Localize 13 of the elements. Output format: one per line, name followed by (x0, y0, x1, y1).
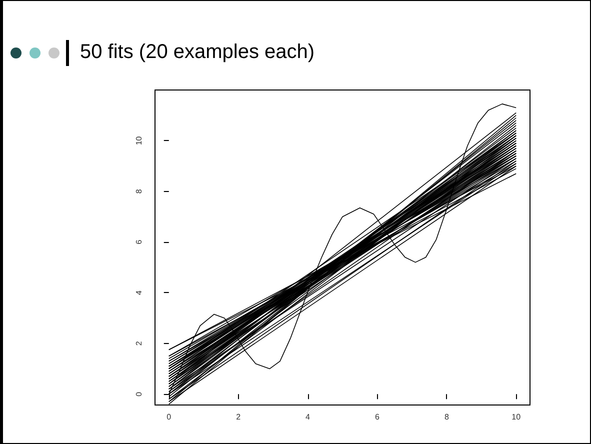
y-tick-label: 0 (134, 391, 144, 396)
chart-title: 50 fits (20 examples each) (80, 41, 315, 64)
x-tick-label: 0 (166, 412, 172, 422)
y-tick-label: 4 (134, 290, 144, 295)
x-tick-label: 10 (512, 412, 522, 422)
y-tick-label: 2 (134, 340, 144, 346)
y-tick-label: 10 (134, 136, 144, 146)
x-tick-label: 6 (374, 412, 380, 422)
y-tick-label: 6 (134, 239, 144, 244)
x-tick-label: 4 (306, 412, 311, 422)
y-tick-label: 8 (134, 188, 144, 194)
x-tick-label: 2 (236, 412, 242, 422)
x-tick-label: 8 (444, 412, 450, 422)
